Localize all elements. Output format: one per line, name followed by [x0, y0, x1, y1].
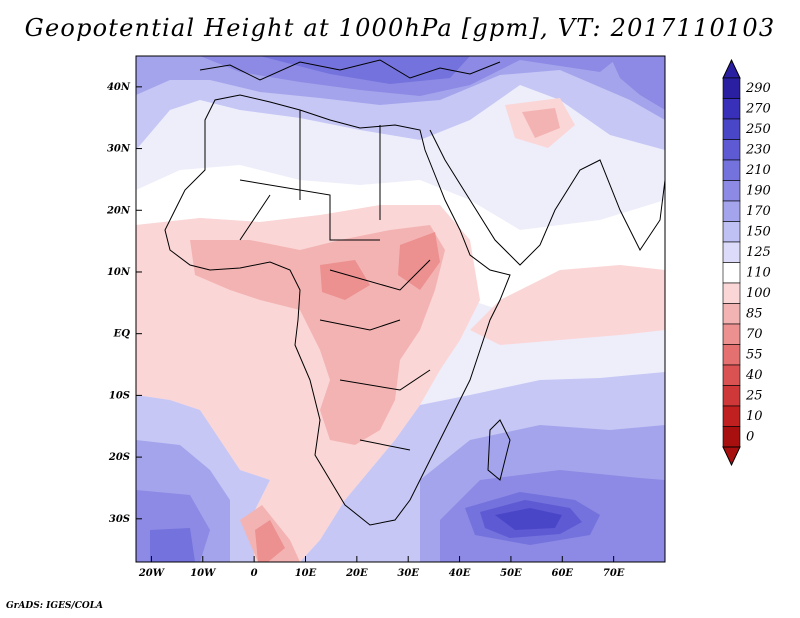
colorbar-label: 150 [746, 225, 771, 240]
colorbar-label: 40 [745, 368, 763, 383]
colorbar-label: 10 [746, 409, 763, 424]
colorbar-arrow-top [722, 58, 741, 79]
colorbar-swatch [722, 303, 741, 325]
lon-tick-label: 70E [603, 568, 625, 579]
africa-coast [164, 94, 511, 526]
colorbar-label: 270 [745, 102, 771, 117]
lat-tick-label: EQ [113, 329, 131, 340]
colorbar-label: 290 [745, 81, 771, 96]
colorbar: 2902702502302101901701501251101008570554… [722, 58, 771, 467]
contour-210-north [260, 56, 470, 84]
colorbar-swatch [722, 323, 741, 345]
colorbar-label: 0 [746, 430, 754, 445]
colorbar-swatch [722, 221, 741, 243]
colorbar-swatch [722, 282, 741, 304]
lat-tick-label: 30S [109, 514, 130, 525]
colorbar-label: 125 [746, 245, 771, 260]
lon-tick-label: 40E [449, 568, 471, 579]
lon-tick-label: 30E [397, 568, 419, 579]
europe-coast [199, 59, 501, 81]
colorbar-swatch [722, 118, 741, 140]
lon-tick-label: 20E [345, 568, 368, 579]
colorbar-swatch [722, 405, 741, 427]
colorbar-swatch [722, 98, 741, 120]
colorbar-label: 25 [745, 389, 763, 404]
plot-frame [135, 55, 666, 563]
colorbar-label: 110 [746, 266, 771, 281]
contour-210-sw [150, 528, 195, 562]
lat-tick-label: 20N [106, 205, 131, 216]
colorbar-swatch [722, 180, 741, 202]
colorbar-swatch [722, 139, 741, 161]
lat-tick-label: 20S [108, 452, 130, 463]
asia-coast [429, 129, 665, 266]
lon-tick-label: 20W [138, 568, 166, 579]
colorbar-label: 210 [745, 163, 771, 178]
lon-tick-label: 0 [251, 568, 258, 579]
colorbar-swatch [722, 364, 741, 386]
colorbar-label: 190 [746, 184, 771, 199]
grads-credit: GrADS: IGES/COLA [6, 601, 104, 611]
lon-tick-label: 50E [500, 568, 522, 579]
lon-tick-label: 10E [295, 568, 317, 579]
colorbar-label: 230 [745, 143, 771, 158]
contour-85 [190, 225, 445, 445]
latitude-axis: 40N 30N 20N 10N EQ 10S 20S 30S [106, 82, 142, 525]
colorbar-swatch [722, 426, 741, 448]
colorbar-label: 85 [746, 307, 763, 322]
contour-70-east [398, 232, 440, 290]
lat-tick-label: 40N [107, 82, 131, 93]
lon-tick-label: 10W [190, 568, 217, 579]
contour-250-se [495, 508, 562, 530]
colorbar-swatch [722, 344, 741, 366]
colorbar-swatch [722, 262, 741, 284]
colorbar-label: 250 [745, 122, 771, 137]
contour-70-south [255, 520, 285, 562]
colorbar-label: 100 [746, 286, 771, 301]
coastlines [164, 59, 665, 526]
lat-tick-label: 10S [109, 390, 130, 401]
lon-tick-label: 60E [552, 568, 574, 579]
colorbar-label: 170 [746, 204, 771, 219]
colorbar-arrow-bottom [722, 446, 741, 467]
height-field [136, 56, 665, 562]
colorbar-label: 70 [746, 327, 763, 342]
contour-70-central [320, 260, 370, 300]
lat-tick-label: 10N [107, 267, 131, 278]
madagascar-coast [487, 419, 511, 481]
colorbar-label: 55 [746, 348, 763, 363]
contour-190-asia [610, 56, 665, 110]
lat-tick-label: 30N [107, 144, 131, 155]
colorbar-swatch [722, 200, 741, 222]
longitude-axis: 20W 10W 0 10E 20E 30E 40E 50E 60E 70E [138, 556, 625, 579]
colorbar-swatch [722, 159, 741, 181]
colorbar-swatch [722, 77, 741, 99]
contour-85-arabia [522, 108, 560, 138]
country-borders [239, 110, 431, 451]
map-title: Geopotential Height at 1000hPa [gpm], VT… [24, 14, 776, 42]
contour-100-indian [470, 265, 665, 345]
colorbar-swatch [722, 385, 741, 407]
colorbar-swatch [722, 241, 741, 263]
